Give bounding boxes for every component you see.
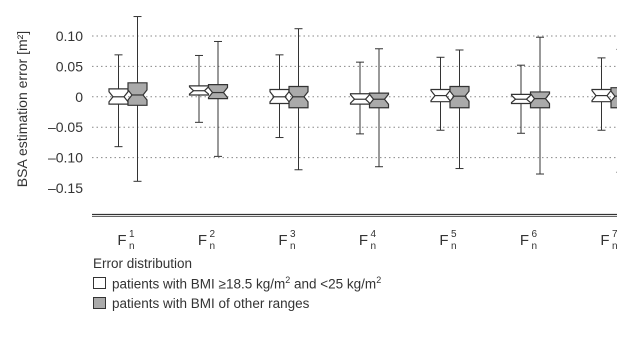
x-tick-label: F 4n xyxy=(359,229,377,250)
x-tick-base: F xyxy=(520,232,529,249)
y-tick-label: 0 xyxy=(75,89,83,105)
x-tick-sub: n xyxy=(129,241,135,250)
box-body xyxy=(529,91,551,109)
box-body xyxy=(207,84,229,100)
legend-title: Error distribution xyxy=(93,256,193,271)
x-tick-labels: F 1n F 2n F 3n F 4n F 5n F 6n F 7n xyxy=(117,229,617,250)
x-tick-base: F xyxy=(439,232,448,249)
x-tick-sup: 4 xyxy=(371,229,377,240)
grid-lines xyxy=(92,35,617,217)
x-tick-sup: 2 xyxy=(210,229,216,240)
x-tick-sub: n xyxy=(612,241,617,250)
x-tick-label: F 6n xyxy=(520,229,538,250)
x-tick-sub: n xyxy=(532,241,538,250)
x-tick-sup: 3 xyxy=(290,229,296,240)
box-normal-6 xyxy=(510,64,532,134)
y-tick-label: 0.05 xyxy=(56,58,83,74)
x-tick-base: F xyxy=(198,232,207,249)
box-normal-2 xyxy=(188,54,210,123)
box-body xyxy=(449,85,470,109)
box-body xyxy=(368,92,390,109)
box-body xyxy=(610,87,617,109)
box-body xyxy=(127,82,148,106)
x-tick-label: F 2n xyxy=(198,229,216,250)
box-normal-4 xyxy=(349,61,371,135)
box-normal-7 xyxy=(591,57,612,131)
legend-swatch-grey xyxy=(93,297,106,309)
x-tick-sup: 6 xyxy=(532,229,538,240)
x-tick-sup: 7 xyxy=(612,229,617,240)
y-tick-label: –0.05 xyxy=(48,119,83,135)
x-tick-base: F xyxy=(278,232,287,249)
box-series xyxy=(108,16,617,182)
box-other-2 xyxy=(207,40,229,157)
box-other-3 xyxy=(288,28,309,171)
x-tick-sub: n xyxy=(290,241,296,250)
x-tick-sub: n xyxy=(210,241,216,250)
box-normal-1 xyxy=(108,54,129,148)
box-other-5 xyxy=(449,49,470,170)
legend-item-other-bmi: patients with BMI of other ranges xyxy=(93,293,381,313)
x-tick-base: F xyxy=(359,232,368,249)
box-normal-3 xyxy=(269,54,290,139)
x-tick-label: F 7n xyxy=(600,229,617,250)
x-tick-sub: n xyxy=(451,241,457,250)
box-other-1 xyxy=(127,16,148,182)
y-tick-labels: 0.10 0.05 0 –0.05 –0.10 –0.15 xyxy=(48,28,83,196)
x-tick-label: F 1n xyxy=(117,229,135,250)
boxplot-chart: 0.100.050–0.05–0.10–0.15 F 1n F 2n F 3n F 4n F 5n… xyxy=(14,16,617,250)
y-tick-label: 0.10 xyxy=(56,28,83,44)
x-tick-sup: 1 xyxy=(129,229,135,240)
x-tick-label: F 5n xyxy=(439,229,457,250)
legend-label-other-bmi: patients with BMI of other ranges xyxy=(112,295,310,311)
box-other-6 xyxy=(529,36,551,175)
x-tick-label: F 3n xyxy=(278,229,296,250)
y-tick-label: –0.15 xyxy=(48,180,83,196)
box-normal-5 xyxy=(430,56,451,131)
y-tick-label: –0.10 xyxy=(48,150,83,166)
x-tick-sub: n xyxy=(371,241,377,250)
legend-swatch-white xyxy=(93,277,106,289)
x-tick-sup: 5 xyxy=(451,229,457,240)
box-other-7 xyxy=(610,48,617,173)
legend-item-normal-bmi: patients with BMI ≥18.5 kg/m2 and <25 kg… xyxy=(93,273,381,293)
box-other-4 xyxy=(368,48,390,168)
x-tick-base: F xyxy=(117,232,126,249)
legend: Error distribution patients with BMI ≥18… xyxy=(93,256,381,313)
x-tick-base: F xyxy=(600,232,609,249)
y-axis-label: BSA estimation error [m²] xyxy=(14,31,30,187)
legend-label-normal-bmi: patients with BMI ≥18.5 kg/m2 and <25 kg… xyxy=(112,274,382,292)
